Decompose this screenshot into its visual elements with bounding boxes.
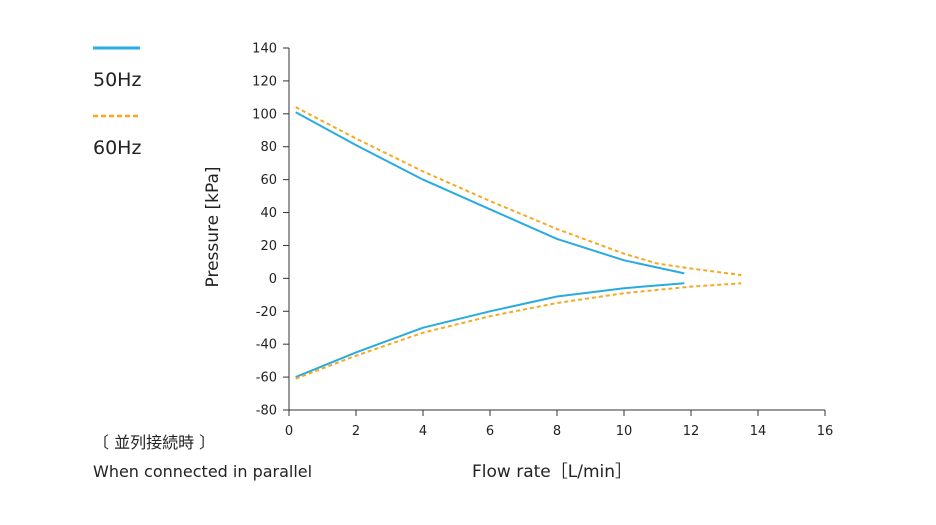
note-english: When connected in parallel	[93, 462, 312, 481]
y-tick-label: 20	[260, 239, 277, 254]
x-tick-label: 14	[750, 424, 767, 439]
axes: 140 120 100 80 60 40 20 0 -20 -40 -60 -80 0 2 4 6 8 10 12 1…	[252, 42, 833, 440]
y-tick-label: 80	[260, 140, 277, 155]
legend-label-50hz: 50Hz	[93, 69, 141, 91]
y-tick-label: -40	[256, 338, 277, 353]
x-tick-label: 12	[683, 424, 700, 439]
y-tick-label: 60	[260, 173, 277, 188]
x-tick-label: 10	[616, 424, 633, 439]
y-tick-label: 140	[252, 42, 277, 57]
x-tick-label: 0	[285, 424, 293, 439]
series-group	[295, 106, 742, 380]
x-tick-label: 16	[817, 424, 834, 439]
y-tick-label: -80	[256, 404, 277, 419]
series-60hz-lower-line	[295, 282, 742, 380]
legend-label-60hz: 60Hz	[93, 137, 141, 159]
x-tick-label: 4	[419, 424, 427, 439]
x-tick-label: 2	[352, 424, 360, 439]
y-axis-title: Pressure [kPa]	[203, 166, 223, 287]
note-japanese: 〔 並列接続時 〕	[93, 433, 215, 452]
y-tick-label: 40	[260, 206, 277, 221]
x-tick-label: 8	[553, 424, 561, 439]
legend: 50Hz 60Hz	[93, 46, 141, 159]
y-tick-label: 0	[269, 272, 277, 287]
y-tick-label: 100	[252, 107, 277, 122]
y-tick-label: -20	[256, 305, 277, 320]
y-tick-label: 120	[252, 74, 277, 89]
series-60hz-upper-line	[295, 106, 742, 277]
x-tick-label: 6	[486, 424, 494, 439]
series-50hz-upper-line	[295, 111, 685, 275]
series-50hz-lower-line	[295, 282, 685, 379]
y-tick-label: -60	[256, 371, 277, 386]
x-axis-title: Flow rate［L/min］	[472, 462, 632, 482]
